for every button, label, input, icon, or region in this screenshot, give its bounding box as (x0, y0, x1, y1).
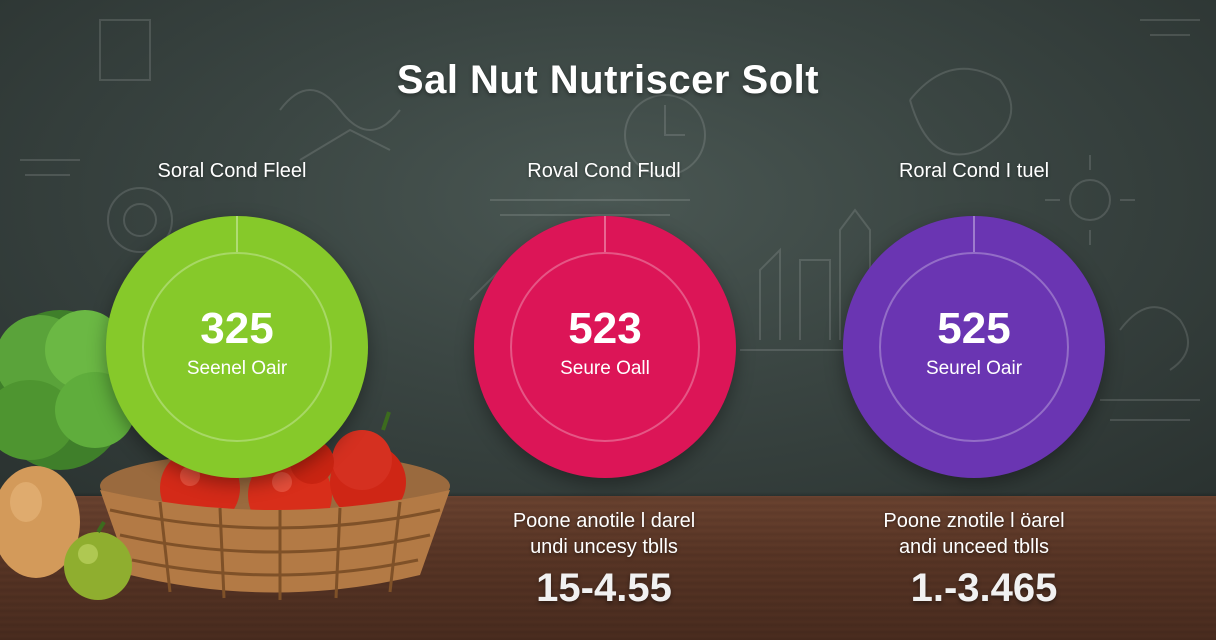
note-text: Poone znotile l öarel andi unceed tblls (824, 508, 1124, 560)
ring-inner-circle (879, 252, 1069, 442)
metric-ring-green: 325 Seenel Oair (106, 216, 368, 478)
range-value: 15-4.55 (536, 566, 672, 610)
metric-sublabel: Seurel Oair (925, 358, 1023, 379)
metric-value: 525 (937, 304, 1011, 353)
note-line: Poone znotile l öarel (883, 510, 1065, 532)
page-title: Sal Nut Nutriscer Solt (396, 58, 820, 102)
note-line: andi unceed tblls (898, 536, 1050, 558)
metric-ring-purple: 525 Seurel Oair (843, 216, 1105, 478)
ring-tick (236, 216, 238, 252)
metric-sublabel: Seenel Oair (186, 358, 288, 379)
panel-label: Soral Cond Fleel (157, 160, 307, 182)
note-line: undi uncesy tblls (530, 536, 678, 558)
panel-label: Roval Cond Fludl (527, 160, 681, 182)
ring-inner-circle (142, 252, 332, 442)
metric-ring-pink: 523 Seure Oall (474, 216, 736, 478)
metric-sublabel: Seure Oall (560, 358, 650, 379)
metric-value: 325 (200, 304, 274, 353)
note-text: Poone anotile l darel undi uncesy tblls (454, 508, 754, 560)
ring-tick (973, 216, 975, 252)
note-line: Poone anotile l darel (512, 510, 696, 532)
ring-tick (604, 216, 606, 252)
vegetable-basket-decoration (0, 310, 450, 600)
ring-inner-circle (510, 252, 700, 442)
panel-label: Roral Cond I tuel (898, 160, 1050, 182)
range-value: 1.-3.465 (910, 566, 1058, 610)
metric-value: 523 (568, 304, 642, 353)
